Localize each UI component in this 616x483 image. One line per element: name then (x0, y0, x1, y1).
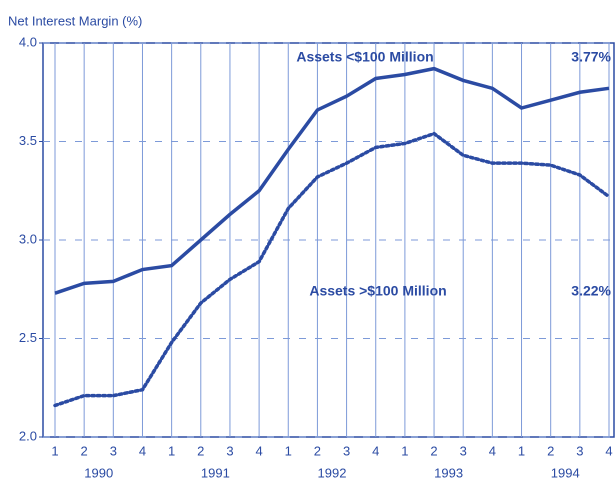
year-label: 1991 (201, 465, 230, 480)
series-line (53, 131, 611, 408)
x-tick-label: 4 (372, 443, 379, 458)
y-axis-label: Net Interest Margin (%) (8, 13, 142, 28)
x-tick-label: 1 (518, 443, 525, 458)
year-label: 1994 (551, 465, 580, 480)
x-tick-label: 4 (489, 443, 496, 458)
x-tick-label: 3 (576, 443, 583, 458)
x-tick-label: 3 (226, 443, 233, 458)
year-label: 1990 (84, 465, 113, 480)
x-tick-label: 2 (81, 443, 88, 458)
x-tick-label: 3 (460, 443, 467, 458)
y-tick-label: 4.0 (19, 34, 37, 49)
end-label: 3.77% (571, 49, 611, 65)
year-label: 1992 (318, 465, 347, 480)
x-tick-label: 1 (51, 443, 58, 458)
series-label: Assets >$100 Million (309, 283, 446, 299)
x-tick-label: 1 (285, 443, 292, 458)
x-tick-label: 3 (343, 443, 350, 458)
x-tick-label: 2 (314, 443, 321, 458)
end-label: 3.22% (571, 283, 611, 299)
x-tick-label: 4 (139, 443, 146, 458)
series-line (54, 66, 610, 295)
x-tick-label: 2 (547, 443, 554, 458)
x-tick-label: 1 (168, 443, 175, 458)
y-tick-label: 2.0 (19, 428, 37, 443)
x-tick-label: 4 (605, 443, 612, 458)
x-tick-label: 4 (255, 443, 262, 458)
year-label: 1993 (434, 465, 463, 480)
x-tick-label: 3 (110, 443, 117, 458)
series-label: Assets <$100 Million (296, 49, 433, 65)
x-tick-label: 2 (197, 443, 204, 458)
y-tick-label: 3.5 (19, 133, 37, 148)
x-tick-label: 2 (430, 443, 437, 458)
x-tick-label: 1 (401, 443, 408, 458)
y-tick-label: 2.5 (19, 330, 37, 345)
y-tick-label: 3.0 (19, 231, 37, 246)
